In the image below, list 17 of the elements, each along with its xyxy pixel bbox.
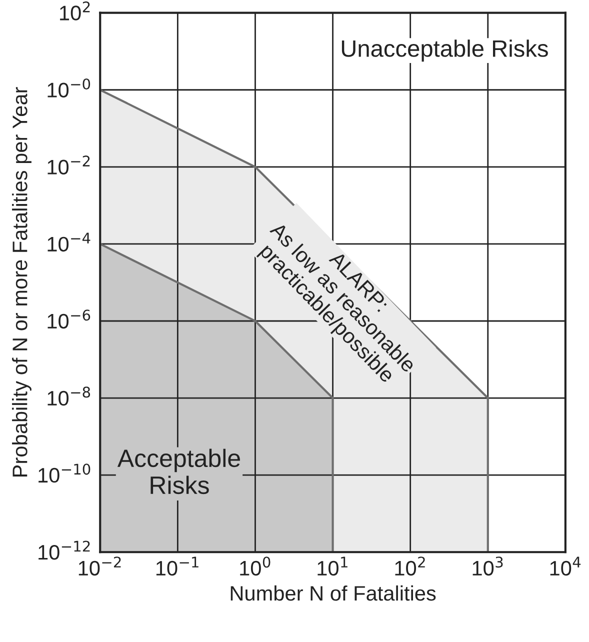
y-axis-title: Probability of N or more Fatalities per Year (12, 87, 32, 476)
x-tick-label: 10$^{2}$ (395, 556, 425, 576)
y-tick-label: 10$^{−8}$ (48, 386, 90, 406)
x-tick-label: 10$^{0}$ (240, 556, 270, 576)
y-tick-label: 10$^{−0}$ (48, 78, 90, 98)
y-tick-label: 10$^{−4}$ (48, 232, 90, 252)
x-tick-label: 10$^{−1}$ (156, 556, 198, 576)
y-tick-label: 10$^{2}$ (60, 1, 90, 20)
annotation: Acceptable Risks (117, 448, 240, 494)
y-tick-label: 10$^{−6}$ (48, 310, 90, 329)
x-tick-label: 10$^{3}$ (472, 556, 503, 576)
y-tick-label: 10$^{−2}$ (48, 156, 90, 175)
x-axis-title: Number N of Fatalities (230, 585, 436, 601)
x-tick-label: 10$^{4}$ (550, 556, 581, 576)
annotation: Unacceptable Risks (342, 40, 548, 62)
x-tick-label: 10$^{1}$ (318, 556, 348, 576)
y-tick-label: 10$^{−10}$ (38, 464, 90, 483)
